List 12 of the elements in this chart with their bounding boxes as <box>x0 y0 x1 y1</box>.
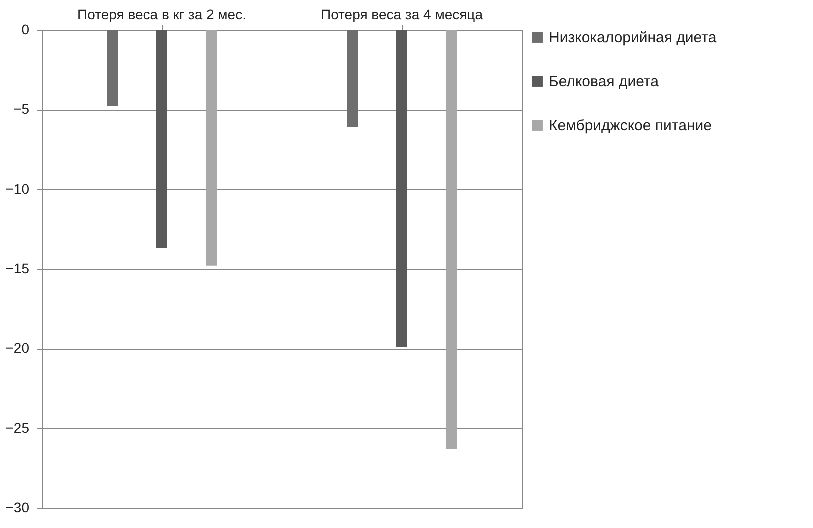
y-tick-label: −25 <box>6 420 30 436</box>
legend-label: Белковая диета <box>549 74 660 90</box>
y-tick-label: −30 <box>6 500 30 516</box>
y-tick-label: −5 <box>14 101 30 118</box>
y-tick-label: 0 <box>22 22 30 38</box>
y-tick-label: −20 <box>6 340 30 356</box>
legend-label: Кембриджское питание <box>549 118 712 134</box>
x-tick-label: Потеря веса в кг за 2 мес. <box>78 6 246 22</box>
y-tick-label: −10 <box>6 180 30 197</box>
legend-label: Низкокалорийная диета <box>549 30 718 46</box>
y-tick-label: −15 <box>6 260 30 276</box>
x-tick-label: Потеря веса за 4 месяца <box>321 6 484 22</box>
